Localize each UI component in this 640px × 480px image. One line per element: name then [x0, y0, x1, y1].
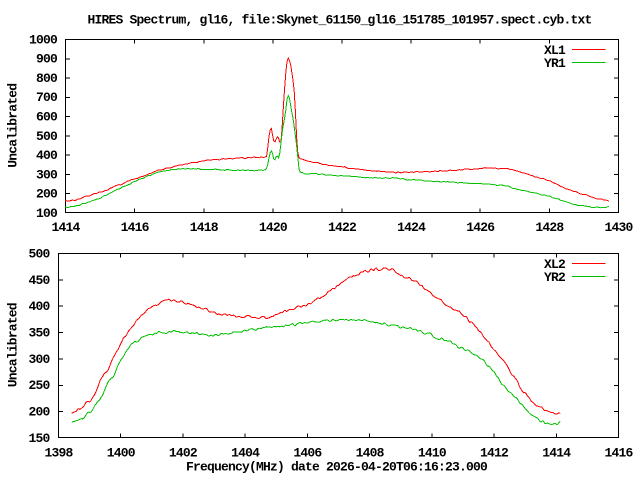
- svg-text:Frequency(MHz) date 2026-04-20: Frequency(MHz) date 2026-04-20T06:16:23.…: [186, 460, 488, 475]
- svg-text:100: 100: [36, 206, 58, 221]
- svg-text:1406: 1406: [293, 445, 322, 460]
- svg-text:400: 400: [36, 148, 58, 163]
- svg-text:1000: 1000: [29, 32, 58, 47]
- svg-text:1400: 1400: [107, 445, 136, 460]
- svg-text:700: 700: [36, 90, 58, 105]
- svg-text:800: 800: [36, 71, 58, 86]
- svg-text:350: 350: [28, 325, 50, 340]
- svg-text:300: 300: [28, 352, 50, 367]
- svg-text:150: 150: [28, 431, 50, 446]
- svg-text:Uncalibrated: Uncalibrated: [6, 84, 21, 168]
- svg-text:1410: 1410: [418, 445, 447, 460]
- svg-text:1428: 1428: [535, 220, 564, 235]
- svg-text:500: 500: [28, 246, 50, 261]
- svg-text:HIRES Spectrum, gl16, file:Sky: HIRES Spectrum, gl16, file:Skynet_61150_…: [87, 13, 591, 28]
- svg-text:XL1: XL1: [544, 43, 566, 58]
- svg-text:300: 300: [36, 167, 58, 182]
- svg-text:1424: 1424: [397, 220, 426, 235]
- svg-text:1408: 1408: [356, 445, 385, 460]
- svg-text:1416: 1416: [604, 445, 633, 460]
- svg-text:600: 600: [36, 110, 58, 125]
- svg-text:400: 400: [28, 299, 50, 314]
- svg-text:1414: 1414: [542, 445, 571, 460]
- svg-text:1404: 1404: [231, 445, 260, 460]
- svg-text:YR2: YR2: [544, 270, 566, 285]
- svg-text:1420: 1420: [259, 220, 288, 235]
- svg-text:1418: 1418: [190, 220, 219, 235]
- svg-text:1398: 1398: [44, 445, 73, 460]
- svg-text:1416: 1416: [121, 220, 150, 235]
- svg-text:1414: 1414: [51, 220, 80, 235]
- svg-text:200: 200: [28, 405, 50, 420]
- svg-text:1426: 1426: [466, 220, 495, 235]
- svg-text:900: 900: [36, 52, 58, 67]
- svg-text:YR1: YR1: [544, 56, 566, 71]
- svg-text:XL2: XL2: [544, 257, 566, 272]
- svg-text:1402: 1402: [169, 445, 198, 460]
- svg-text:200: 200: [36, 187, 58, 202]
- svg-text:450: 450: [28, 273, 50, 288]
- svg-text:500: 500: [36, 129, 58, 144]
- svg-text:Uncalibrated: Uncalibrated: [6, 303, 21, 387]
- svg-text:1430: 1430: [604, 220, 633, 235]
- svg-text:1422: 1422: [328, 220, 357, 235]
- svg-text:1412: 1412: [480, 445, 509, 460]
- svg-text:250: 250: [28, 378, 50, 393]
